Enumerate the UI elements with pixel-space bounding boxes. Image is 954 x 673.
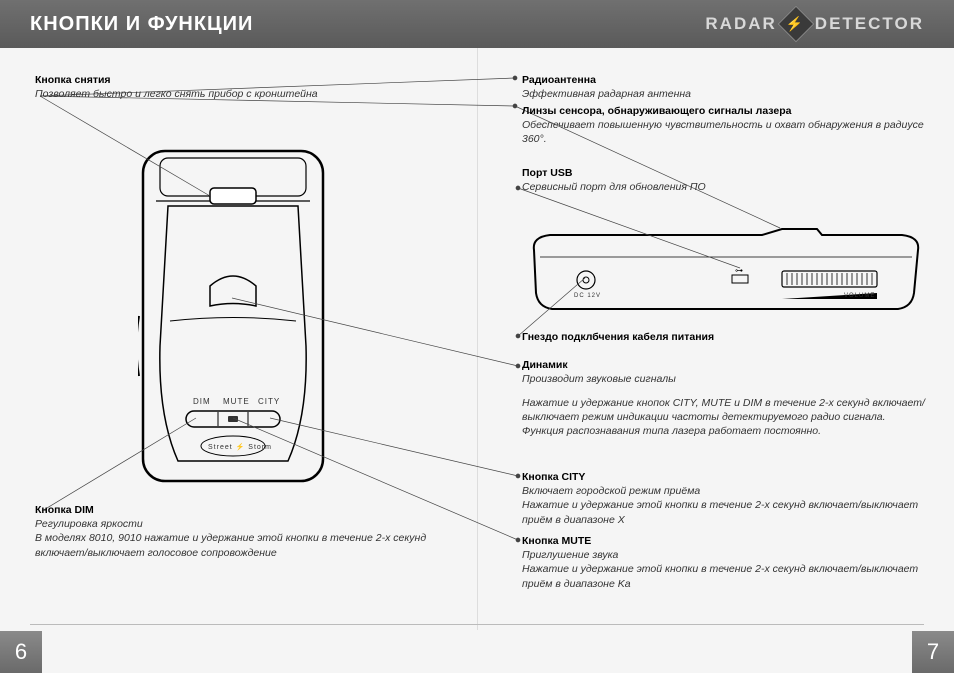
callout-usb: Порт USB Сервисный порт для обновления П… <box>522 166 922 194</box>
callout-desc: Регулировка яркости В моделях 8010, 9010… <box>35 517 455 560</box>
footer: 6 7 <box>0 631 954 673</box>
callout-desc: Сервисный порт для обновления ПО <box>522 180 922 194</box>
callout-title: Кнопка CITY <box>522 470 932 484</box>
callout-desc: Обеспечивает повышенную чувствительность… <box>522 118 932 146</box>
callout-desc: Включает городской режим приёма Нажатие … <box>522 484 932 527</box>
callout-mute: Кнопка MUTE Приглушение звука Нажатие и … <box>522 534 932 591</box>
callout-note: Нажатие и удержание кнопок CITY, MUTE и … <box>522 396 932 439</box>
callout-title: Линзы сенсора, обнаруживающего сигналы л… <box>522 104 932 118</box>
callout-release: Кнопка снятия Позволяет быстро и легко с… <box>35 73 335 101</box>
callout-power: Гнездо подклбчения кабеля питания <box>522 330 922 344</box>
brand-right: DETECTOR <box>815 14 924 34</box>
callout-title: Кнопка MUTE <box>522 534 932 548</box>
note-line2: Функция распознавания типа лазера работа… <box>522 424 932 438</box>
callout-title: Порт USB <box>522 166 922 180</box>
note-line1: Нажатие и удержание кнопок CITY, MUTE и … <box>522 396 932 424</box>
callout-desc: Производит звуковые сигналы <box>522 372 922 386</box>
brand-left: RADAR <box>705 14 776 34</box>
page-number-left: 6 <box>0 631 42 673</box>
callout-city: Кнопка CITY Включает городской режим при… <box>522 470 932 527</box>
callout-sensor: Линзы сенсора, обнаруживающего сигналы л… <box>522 104 932 147</box>
page-title: КНОПКИ И ФУНКЦИИ <box>30 13 253 36</box>
content-area: DIM MUTE CITY Street ⚡ Storm DC 12V ⊶ <box>0 48 954 628</box>
callout-title: Радиоантенна <box>522 73 922 87</box>
brand-logo: RADAR ⚡ DETECTOR <box>705 11 924 37</box>
callout-desc: Позволяет быстро и легко снять прибор с … <box>35 87 335 101</box>
callout-speaker: Динамик Производит звуковые сигналы <box>522 358 922 386</box>
callout-title: Динамик <box>522 358 922 372</box>
callout-desc: Приглушение звука Нажатие и удержание эт… <box>522 548 932 591</box>
callout-dim: Кнопка DIM Регулировка яркости В моделях… <box>35 503 455 560</box>
callout-title: Кнопка снятия <box>35 73 335 87</box>
lightning-icon: ⚡ <box>777 6 814 43</box>
callout-antenna: Радиоантенна Эффективная радарная антенн… <box>522 73 922 101</box>
header-bar: КНОПКИ И ФУНКЦИИ RADAR ⚡ DETECTOR <box>0 0 954 48</box>
callout-title: Кнопка DIM <box>35 503 455 517</box>
page-number-right: 7 <box>912 631 954 673</box>
callout-title: Гнездо подклбчения кабеля питания <box>522 330 922 344</box>
footer-divider <box>30 624 924 625</box>
callout-desc: Эффективная радарная антенна <box>522 87 922 101</box>
